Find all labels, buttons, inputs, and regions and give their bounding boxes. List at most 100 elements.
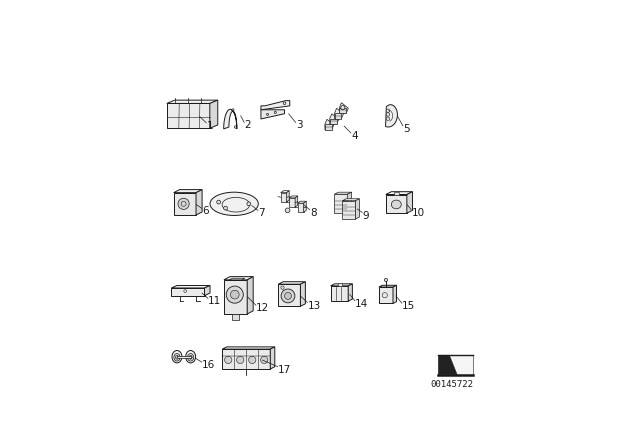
Polygon shape [224, 280, 247, 314]
Polygon shape [261, 110, 285, 119]
Circle shape [226, 286, 243, 303]
Circle shape [260, 356, 268, 363]
Polygon shape [210, 100, 218, 128]
Polygon shape [167, 100, 218, 103]
Text: 10: 10 [412, 208, 424, 218]
Text: 5: 5 [403, 124, 410, 134]
Text: 00145722: 00145722 [430, 380, 473, 389]
Polygon shape [295, 196, 298, 207]
Polygon shape [355, 199, 360, 219]
Polygon shape [331, 286, 348, 301]
Circle shape [384, 278, 388, 282]
Polygon shape [298, 203, 303, 212]
Polygon shape [278, 282, 305, 284]
Text: 12: 12 [256, 303, 269, 313]
Text: 1: 1 [207, 121, 213, 130]
Text: 9: 9 [362, 211, 369, 221]
Text: 16: 16 [202, 360, 215, 370]
Polygon shape [172, 288, 205, 296]
Polygon shape [281, 191, 289, 193]
Polygon shape [298, 201, 307, 203]
Circle shape [285, 293, 291, 299]
Circle shape [178, 198, 189, 209]
Polygon shape [205, 285, 210, 296]
Polygon shape [330, 119, 337, 124]
Polygon shape [438, 355, 457, 375]
Polygon shape [303, 201, 307, 212]
Polygon shape [335, 194, 348, 212]
Bar [232, 314, 239, 320]
Bar [394, 192, 399, 194]
Circle shape [281, 289, 295, 303]
Circle shape [237, 356, 244, 363]
Ellipse shape [174, 353, 180, 361]
Polygon shape [385, 105, 397, 127]
Ellipse shape [391, 200, 401, 209]
Ellipse shape [172, 350, 182, 363]
Polygon shape [247, 276, 253, 314]
Circle shape [223, 206, 227, 210]
Bar [177, 356, 191, 358]
Ellipse shape [175, 355, 179, 359]
Ellipse shape [186, 350, 196, 363]
Polygon shape [342, 201, 355, 219]
Polygon shape [335, 192, 351, 194]
Polygon shape [348, 284, 353, 301]
Circle shape [247, 202, 251, 206]
Circle shape [285, 208, 290, 213]
Circle shape [217, 200, 221, 204]
Polygon shape [167, 103, 210, 128]
Polygon shape [172, 285, 210, 288]
Polygon shape [386, 192, 413, 194]
Bar [338, 283, 342, 286]
Ellipse shape [188, 353, 194, 361]
Polygon shape [287, 191, 289, 202]
Circle shape [386, 112, 390, 116]
Text: 14: 14 [355, 299, 369, 309]
Polygon shape [339, 108, 346, 113]
Circle shape [281, 286, 284, 289]
Polygon shape [342, 199, 360, 201]
Text: 7: 7 [259, 208, 265, 219]
Circle shape [225, 356, 232, 363]
Text: 17: 17 [278, 365, 291, 375]
Polygon shape [325, 119, 334, 129]
Polygon shape [330, 114, 339, 124]
Polygon shape [289, 196, 298, 198]
Polygon shape [379, 285, 397, 287]
Polygon shape [300, 282, 305, 306]
Text: 2: 2 [244, 120, 251, 130]
Polygon shape [281, 193, 287, 202]
Ellipse shape [189, 355, 192, 359]
Circle shape [386, 109, 390, 112]
Polygon shape [224, 109, 237, 129]
Polygon shape [335, 113, 342, 119]
Polygon shape [449, 355, 473, 375]
Polygon shape [339, 103, 348, 113]
Polygon shape [386, 194, 407, 213]
Polygon shape [196, 190, 202, 215]
Polygon shape [379, 287, 393, 303]
Text: 15: 15 [402, 301, 415, 311]
Polygon shape [393, 285, 397, 303]
Polygon shape [331, 284, 353, 286]
Polygon shape [222, 349, 270, 369]
Text: 11: 11 [208, 297, 221, 306]
Text: 13: 13 [308, 301, 321, 310]
Polygon shape [348, 192, 351, 212]
Text: 3: 3 [296, 120, 303, 130]
Circle shape [340, 106, 345, 110]
Polygon shape [173, 193, 196, 215]
Polygon shape [224, 276, 253, 280]
Polygon shape [335, 108, 344, 119]
Text: 4: 4 [351, 131, 358, 141]
Polygon shape [222, 347, 275, 349]
Polygon shape [173, 190, 202, 193]
Ellipse shape [210, 192, 259, 215]
Circle shape [230, 290, 239, 299]
Polygon shape [278, 284, 300, 306]
Circle shape [386, 117, 390, 121]
Polygon shape [325, 124, 332, 129]
Polygon shape [407, 192, 413, 213]
Polygon shape [270, 347, 275, 369]
